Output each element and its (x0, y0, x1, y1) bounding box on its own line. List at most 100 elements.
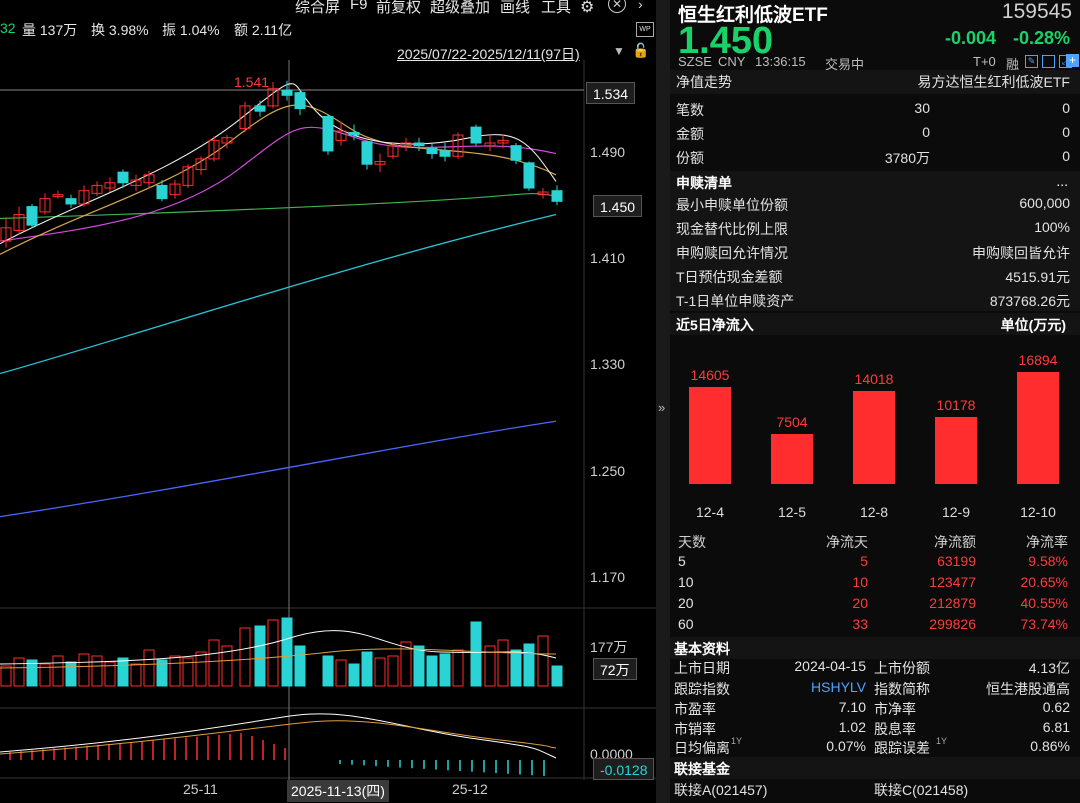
y-label-1330: 1.330 (590, 356, 626, 372)
y-label-1250: 1.250 (590, 463, 626, 479)
volume-bar (361, 651, 373, 687)
lock-icon[interactable]: 🔓 (632, 42, 650, 58)
more-button[interactable]: ... (1056, 173, 1068, 189)
candle-body (52, 194, 64, 198)
volume-bar (78, 653, 90, 687)
menu-overlay[interactable]: 超级叠加 (430, 0, 491, 16)
table-row: 10 10 123477 20.65% (670, 574, 1080, 598)
candle-body (374, 161, 386, 165)
stat-value: 30 (914, 100, 930, 116)
basic-label: 市盈率 (674, 701, 716, 717)
basic-value: 6.81 (1042, 719, 1070, 735)
tracking-index-link[interactable]: HSHYLV (811, 679, 866, 695)
ma120-line (0, 420, 557, 518)
menu-tools[interactable]: 工具 (541, 0, 572, 16)
candle-body (484, 142, 496, 147)
volume-bar (239, 627, 251, 687)
chevron-right-icon[interactable]: › (638, 0, 643, 12)
linked-fund-c-link[interactable]: 联接C(021458) (874, 782, 969, 798)
candle-body (78, 190, 90, 205)
prev-stat-fragment: 32 (0, 20, 16, 36)
menu-adjust[interactable]: 前复权 (376, 0, 422, 16)
row-label: 最小申赎单位份额 (676, 197, 788, 213)
volume-bar (208, 639, 220, 687)
volume-bar (497, 639, 509, 687)
candle-body (294, 92, 306, 110)
col-header: 净流天 (826, 534, 868, 550)
cell: 5 (860, 553, 868, 569)
candle-body (130, 179, 142, 186)
basic-value: 恒生港股通高 (986, 681, 1070, 697)
basic-value: 0.07% (826, 738, 866, 754)
volume-bar (439, 653, 451, 687)
cell: 212879 (929, 595, 976, 611)
candle-body (156, 184, 168, 200)
volume-bar (130, 663, 142, 687)
volume-bar (281, 617, 293, 687)
collapse-arrow-icon[interactable]: » (658, 400, 666, 415)
stat-value: 0 (1062, 100, 1070, 116)
nav-row[interactable]: 净值走势 易方达恒生红利低波ETF (670, 72, 1080, 96)
volume-bar (0, 665, 12, 687)
superscript-1y: 1Y (936, 736, 948, 746)
section-title: 近5日净流入 (676, 317, 754, 333)
candle-body (208, 139, 220, 160)
edit-icon[interactable]: ✎ (1025, 55, 1038, 68)
candle-body (39, 198, 51, 213)
volume-bar (470, 621, 482, 687)
wp-icon[interactable]: WP (636, 22, 654, 37)
panel-splitter[interactable]: » (656, 0, 670, 803)
redemption-row: 现金替代比例上限 100% (670, 219, 1080, 243)
volume-bar (143, 649, 155, 687)
menu-draw[interactable]: 画线 (500, 0, 531, 16)
volume-bar (104, 661, 116, 687)
netflow-bar (1017, 372, 1059, 484)
basic-value: 1.02 (838, 719, 866, 735)
netflow-date-label: 12-10 (1020, 504, 1056, 520)
triangle-down-icon[interactable]: ▼ (613, 44, 625, 58)
volume-bar (221, 645, 233, 687)
basic-value: 0.62 (1042, 699, 1070, 715)
volume-bar (294, 645, 306, 687)
netflow-bar (853, 391, 895, 484)
row-value: 600,000 (1019, 195, 1070, 211)
stat-value: 0 (922, 124, 930, 140)
gear-icon[interactable]: ⚙ (580, 0, 595, 16)
volume-ma-line-2 (0, 648, 557, 669)
price-change-pct: -0.28% (1013, 28, 1071, 48)
cell: 63199 (937, 553, 976, 569)
volume-bar (91, 655, 103, 687)
candle-body (221, 137, 233, 144)
exchange-label: SZSE (678, 54, 712, 69)
menu-overview[interactable]: 综合屏 (295, 0, 341, 16)
basic-label: 跟踪指数 (674, 681, 730, 697)
basic-label: 跟踪误差 (874, 740, 930, 756)
netflow-bar (689, 387, 731, 484)
price-change: -0.004 (945, 28, 997, 48)
netflow-value-label: 10178 (936, 396, 976, 413)
margin-badge: 融 (1006, 57, 1020, 72)
volume-bar (267, 619, 279, 687)
amount-stat: 额 2.11亿 (234, 22, 293, 38)
nav-label[interactable]: 净值走势 (676, 74, 732, 90)
linked-fund-a-link[interactable]: 联接A(021457) (674, 782, 768, 798)
x-label-25-11: 25-11 (183, 781, 218, 797)
volume-bar (537, 635, 549, 687)
close-icon[interactable]: ✕ (608, 0, 626, 13)
add-icon[interactable]: + (1066, 54, 1079, 67)
fund-code: 159545 (1001, 0, 1072, 23)
cell: 20 (852, 595, 868, 611)
volume-stat: 量 137万 (22, 22, 78, 38)
stat-label: 笔数 (676, 102, 704, 118)
menu-f9[interactable]: F9 (350, 0, 368, 13)
date-range-link[interactable]: 2025/07/22-2025/12/11(97日) (397, 46, 580, 62)
trading-status: 交易中 (825, 57, 865, 72)
volume-bar (182, 657, 194, 687)
window-icon[interactable] (1042, 55, 1055, 68)
stat-value: 3780万 (884, 150, 930, 166)
kline-chart-panel[interactable]: 32 量 137万 换 3.98% 振 1.04% 额 2.11亿 综合屏 F9… (0, 0, 656, 803)
volume-bar (523, 643, 535, 687)
row-value: 873768.26元 (989, 293, 1070, 309)
volume-bar (426, 655, 438, 687)
candle-body (551, 190, 563, 202)
